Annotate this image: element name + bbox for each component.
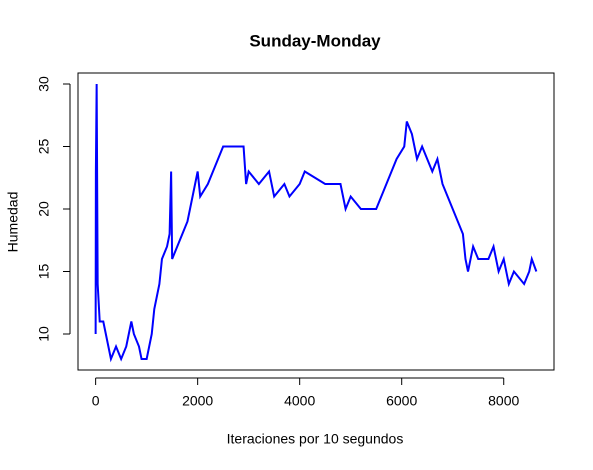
- x-tick-label: 0: [92, 393, 100, 409]
- x-tick-label: 4000: [284, 393, 315, 409]
- y-tick-label: 10: [36, 326, 52, 342]
- x-tick-label: 2000: [182, 393, 213, 409]
- y-tick-label: 30: [36, 76, 52, 92]
- x-tick-label: 6000: [386, 393, 417, 409]
- data-line: [94, 83, 538, 363]
- x-tick-label: 8000: [488, 393, 519, 409]
- chart-title: Sunday-Monday: [249, 31, 381, 50]
- plot-box: [77, 72, 555, 371]
- y-axis-label: Humedad: [5, 192, 21, 253]
- y-tick-label: 15: [36, 264, 52, 280]
- y-tick-label: 20: [36, 201, 52, 217]
- x-axis-label: Iteraciones por 10 segundos: [227, 431, 404, 447]
- y-tick-label: 25: [36, 139, 52, 155]
